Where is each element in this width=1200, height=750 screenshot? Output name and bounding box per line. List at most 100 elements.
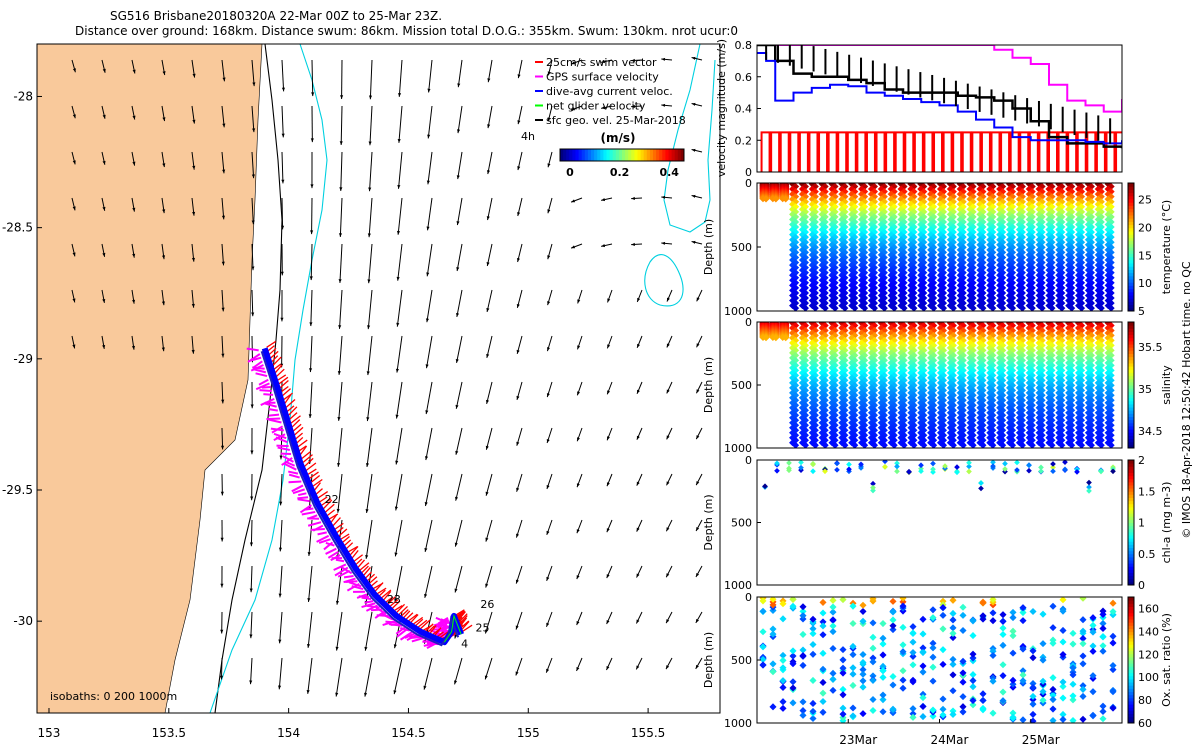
data-point [859,601,867,609]
swim-vector [270,355,279,363]
data-point [859,683,867,691]
swim-vector [457,611,466,621]
velocity-arrow [636,565,643,578]
swim-bar [933,131,944,172]
gps-vector [341,566,353,575]
swim-vector [391,600,401,610]
data-point [900,441,908,448]
data-point [979,690,987,698]
velocity-arrow [606,565,613,579]
swim-vector [461,621,470,631]
data-point [1089,688,1097,696]
data-point [929,653,937,661]
map-x-tick-label: 155 [517,726,540,740]
gps-vector [325,541,335,547]
data-point [920,441,928,448]
colorbar-label: salinity [1160,365,1173,405]
depth-tick-label: 0 [745,316,752,329]
velocity-arrow [454,657,463,685]
velocity-arrow [426,151,433,185]
data-point [809,676,817,684]
depth-axis-label: Depth (m) [702,219,715,275]
depth-axis-label: Depth (m) [702,357,715,413]
velocity-arrow [398,59,403,97]
data-point [869,619,877,627]
swim-vector [459,615,468,625]
data-point [966,468,972,475]
data-point [811,304,819,311]
data-point [762,483,768,490]
swim-vector [288,412,298,420]
data-point [889,608,897,616]
velocity-arrow [695,611,703,624]
colorbar-tick-label: 80 [1138,694,1152,707]
swim-bar [1028,131,1039,172]
velocity-arrow [367,289,373,330]
title-line-1: SG516 Brisbane20180320A 22-Mar 00Z to 25… [110,9,443,23]
data-point [769,703,777,711]
velocity-arrow [696,289,703,302]
velocity-arrow [661,103,673,107]
swim-bar [904,131,915,172]
velocity-arrow [309,243,313,281]
data-point [861,304,869,311]
map-y-tick-label: -30 [13,614,33,628]
gps-vector [343,574,354,579]
swim-vector [291,419,301,428]
data-point [899,597,907,602]
velocity-arrow [367,243,373,284]
gps-vector [383,614,394,621]
gps-vector [288,480,302,484]
velocity-arrow [278,565,283,598]
velocity-arrow [485,565,493,588]
data-point [1026,462,1032,469]
land-area [37,44,263,713]
swim-vector [303,457,314,468]
swim-bar [913,131,924,172]
swim-vector [353,554,364,562]
velocity-arrow [396,289,403,327]
depth-tick-label: 0 [745,454,752,467]
swim-vector [343,539,352,547]
gps-vector [348,581,362,588]
data-point [959,693,967,701]
swim-vector [332,517,341,527]
gps-vector [282,455,294,463]
data-point [959,304,967,311]
data-point [769,668,777,676]
gps-vector [261,386,271,389]
data-point [879,708,887,716]
velocity-arrow [576,381,583,396]
data-point [869,633,877,641]
gps-vector [246,347,259,352]
track-day-label: 25 [476,622,490,635]
depth-axis-label: Depth (m) [702,632,715,688]
data-point [989,304,997,311]
swim-vector [345,542,354,550]
data-point [819,708,827,716]
data-point [1009,714,1017,722]
gps-vector [411,636,425,643]
data-point [799,711,807,719]
data-point [999,441,1007,448]
velocity-arrow [691,194,703,199]
swim-vector [324,503,335,513]
velocity-arrow [606,381,613,395]
velocity-arrow [368,59,373,100]
map-y-tick-label: -28.5 [2,221,33,235]
gps-vector [307,521,322,527]
swim-vector [305,462,317,472]
swim-vector [310,474,321,483]
isobath-legend-label: isobaths: 0 200 1000m [50,690,177,703]
swim-bar [971,131,982,172]
data-point [869,695,877,704]
swim-vector [299,445,308,456]
data-point [859,710,867,718]
section-frame [756,459,1123,586]
velocity-arrow [547,289,553,306]
data-point [949,441,957,448]
colorbar-tick-label: 5 [1138,305,1145,318]
data-point [1059,678,1067,686]
swim-vector [268,347,277,356]
